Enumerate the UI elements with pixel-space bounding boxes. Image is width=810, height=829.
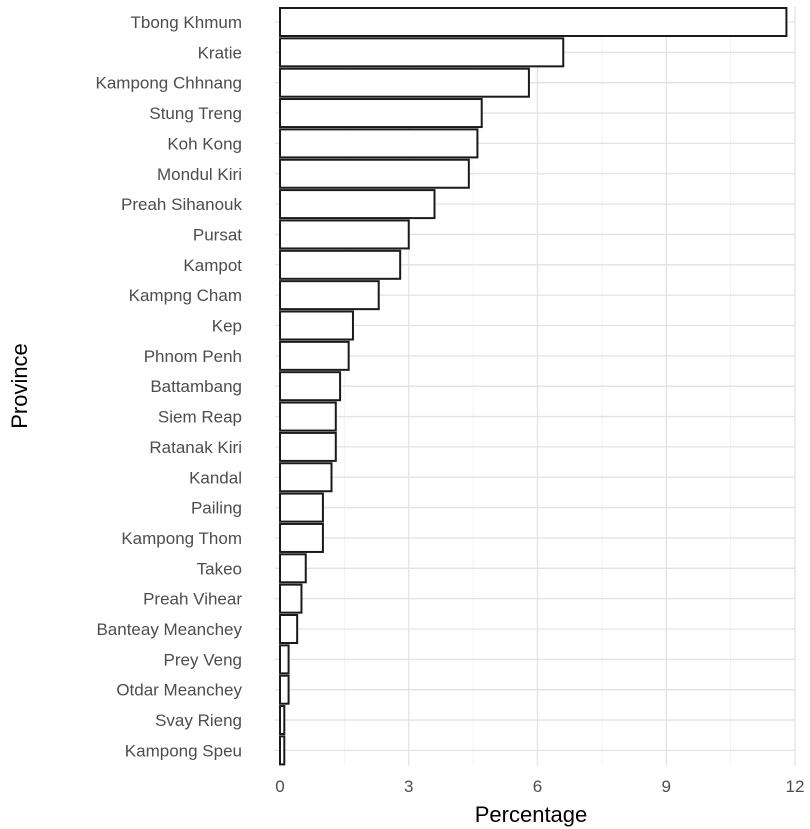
- bar: [279, 219, 410, 250]
- bar: [279, 644, 290, 675]
- bar: [279, 371, 342, 402]
- bar: [279, 189, 436, 220]
- bar: [279, 735, 286, 766]
- category-label: Koh Kong: [167, 134, 242, 153]
- bar: [279, 431, 337, 462]
- category-label: Pailing: [191, 499, 242, 518]
- bar: [279, 522, 324, 553]
- bar: [279, 705, 286, 736]
- x-tick-label: 3: [404, 777, 413, 796]
- bar: [279, 280, 380, 311]
- category-label: Tbong Khmum: [131, 13, 243, 32]
- category-label: Kep: [212, 317, 242, 336]
- category-label: Takeo: [197, 559, 242, 578]
- x-axis-title: Percentage: [475, 802, 588, 827]
- bar: [279, 614, 299, 644]
- bar: [279, 492, 324, 523]
- bar: [279, 583, 303, 614]
- category-label: Battambang: [150, 377, 242, 396]
- category-label: Preah Sihanouk: [121, 195, 242, 214]
- category-label-layer: Tbong Khmum Kratie Kampong Chhnang Stung Tr…: [95, 13, 242, 760]
- category-label: Preah Vihear: [143, 590, 242, 609]
- bar: [279, 553, 307, 584]
- bar: [279, 401, 337, 432]
- category-label: Kampong Thom: [121, 529, 242, 548]
- category-label: Kratie: [198, 43, 242, 62]
- category-label: Phnom Penh: [144, 347, 242, 366]
- category-label: Kampong Chhnang: [95, 74, 242, 93]
- category-label: Siem Reap: [158, 408, 242, 427]
- x-tick-label: 12: [786, 777, 805, 796]
- bar-layer: [279, 7, 788, 766]
- bar: [279, 462, 333, 493]
- bar: [279, 158, 470, 189]
- category-label: Ratanak Kiri: [149, 438, 242, 457]
- category-label: Prey Veng: [164, 650, 242, 669]
- category-label: Pursat: [193, 225, 242, 244]
- bar: [279, 98, 483, 129]
- bar: [279, 249, 402, 280]
- bar: [279, 67, 530, 98]
- category-label: Kampong Speu: [125, 741, 242, 760]
- x-tick-label: 9: [662, 777, 671, 796]
- bar: [279, 340, 350, 371]
- category-label: Stung Treng: [149, 104, 242, 123]
- x-tick-label-layer: 0 3 6 9 12: [275, 777, 804, 796]
- bar: [279, 310, 354, 341]
- x-tick-label: 6: [533, 777, 542, 796]
- category-label: Svay Rieng: [155, 711, 242, 730]
- y-axis-title: Province: [7, 343, 32, 429]
- bar: [279, 674, 290, 705]
- category-label: Kampng Cham: [129, 286, 242, 305]
- category-label: Kampot: [183, 256, 242, 275]
- bar: [279, 7, 788, 37]
- x-tick-label: 0: [275, 777, 284, 796]
- bar: [279, 37, 565, 68]
- bar: [279, 128, 479, 159]
- category-label: Otdar Meanchey: [116, 681, 242, 700]
- category-label: Kandal: [189, 468, 242, 487]
- category-label: Mondul Kiri: [157, 165, 242, 184]
- category-label: Banteay Meanchey: [96, 620, 242, 639]
